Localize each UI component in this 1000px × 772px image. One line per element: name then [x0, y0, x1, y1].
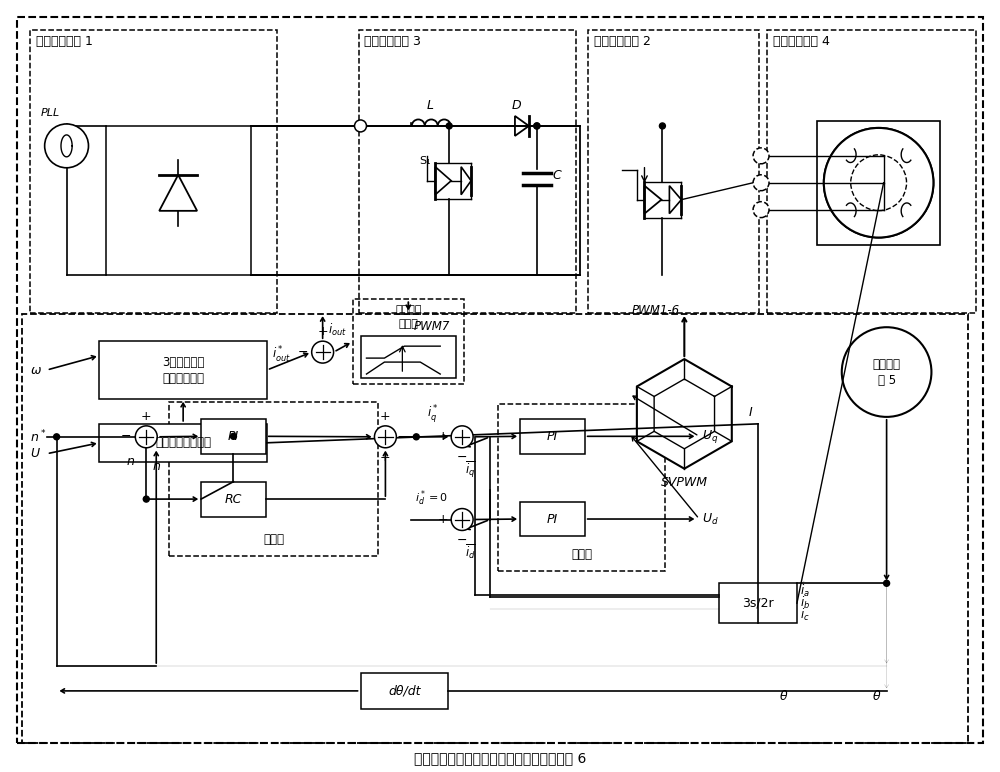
Text: $\theta$: $\theta$: [779, 689, 788, 703]
Polygon shape: [817, 121, 940, 245]
Polygon shape: [99, 424, 267, 462]
Text: $i_q^*$: $i_q^*$: [427, 403, 439, 425]
Circle shape: [753, 174, 769, 191]
Text: $I$: $I$: [748, 406, 753, 419]
Circle shape: [753, 201, 769, 218]
Text: SVPWM: SVPWM: [661, 476, 708, 489]
Text: $i_b$: $i_b$: [800, 595, 810, 611]
Polygon shape: [361, 673, 448, 709]
Text: 谐波注入电路 3: 谐波注入电路 3: [364, 36, 421, 49]
Text: $U_q$: $U_q$: [702, 428, 719, 445]
Circle shape: [451, 426, 473, 448]
Text: 电流环: 电流环: [571, 548, 592, 561]
Text: −: −: [457, 533, 467, 547]
Polygon shape: [520, 502, 585, 537]
Text: 无电解电容电机驱动系统的永磁电机控制器 6: 无电解电容电机驱动系统的永磁电机控制器 6: [414, 752, 586, 766]
Text: PWM7: PWM7: [413, 320, 450, 334]
Text: $\theta$: $\theta$: [872, 689, 882, 703]
Text: 光电编码: 光电编码: [873, 357, 901, 371]
Text: S₁: S₁: [420, 156, 431, 166]
Text: $\overline{i_d}$: $\overline{i_d}$: [465, 543, 476, 561]
Text: $U_d$: $U_d$: [702, 512, 719, 527]
Text: 电流滞环: 电流滞环: [395, 305, 422, 315]
Text: $n^*$: $n^*$: [30, 428, 46, 445]
Text: +: +: [438, 513, 448, 526]
Text: PLL: PLL: [41, 108, 60, 118]
Text: $U$: $U$: [30, 447, 41, 460]
Circle shape: [451, 509, 473, 530]
Text: $\overline{i_q}$: $\overline{i_q}$: [465, 460, 476, 480]
Text: PI: PI: [228, 430, 239, 443]
Text: $n$: $n$: [152, 460, 161, 472]
Circle shape: [135, 426, 157, 448]
Text: 三相逆变电路 2: 三相逆变电路 2: [594, 36, 651, 49]
Text: −: −: [457, 451, 467, 464]
Text: +: +: [141, 410, 152, 423]
Circle shape: [753, 148, 769, 164]
Text: 3s/2r: 3s/2r: [742, 597, 774, 610]
Text: L: L: [427, 99, 434, 112]
Text: −: −: [298, 346, 309, 359]
Circle shape: [54, 434, 60, 440]
Circle shape: [534, 123, 540, 129]
Text: PI: PI: [547, 513, 558, 526]
Text: −: −: [121, 430, 131, 443]
Circle shape: [446, 123, 452, 129]
Text: $i_{out}$: $i_{out}$: [328, 322, 347, 338]
Text: PWM1-6: PWM1-6: [631, 304, 679, 317]
Text: +: +: [438, 430, 448, 443]
Text: 功率守恒算法模块: 功率守恒算法模块: [155, 436, 211, 449]
Circle shape: [842, 327, 931, 417]
Circle shape: [824, 128, 933, 238]
Polygon shape: [520, 419, 585, 454]
Text: 永磁同步电机 4: 永磁同步电机 4: [773, 36, 830, 49]
Text: PI: PI: [547, 430, 558, 443]
Circle shape: [355, 120, 366, 132]
Circle shape: [413, 434, 419, 440]
Text: $i_a$: $i_a$: [800, 583, 810, 599]
Text: +: +: [317, 325, 328, 338]
Text: +: +: [380, 410, 391, 423]
Circle shape: [230, 433, 236, 439]
Circle shape: [45, 124, 88, 168]
Circle shape: [312, 341, 334, 363]
Text: $i_{out}^*$: $i_{out}^*$: [272, 345, 291, 365]
Text: 单相整流电路 1: 单相整流电路 1: [36, 36, 93, 49]
Text: dθ/dt: dθ/dt: [388, 685, 421, 697]
Text: +: +: [380, 451, 391, 464]
Polygon shape: [719, 584, 797, 623]
Polygon shape: [361, 336, 456, 378]
Text: C: C: [553, 169, 562, 182]
Text: 盘 5: 盘 5: [878, 374, 896, 387]
Text: $i_c$: $i_c$: [800, 607, 810, 623]
Polygon shape: [106, 126, 251, 276]
Polygon shape: [99, 341, 267, 399]
Text: 注入算法模块: 注入算法模块: [162, 371, 204, 384]
Text: RC: RC: [225, 493, 242, 506]
Circle shape: [534, 123, 540, 129]
Polygon shape: [637, 359, 732, 469]
Text: 转速环: 转速环: [263, 533, 284, 547]
Circle shape: [824, 128, 933, 238]
Text: D: D: [512, 99, 522, 112]
Polygon shape: [201, 482, 266, 516]
Circle shape: [884, 581, 890, 586]
Text: 比较器: 比较器: [398, 320, 418, 329]
Text: 3次电流谐波: 3次电流谐波: [162, 356, 204, 368]
Text: $i_d^*=0$: $i_d^*=0$: [415, 488, 448, 507]
Text: $\omega$: $\omega$: [30, 364, 42, 377]
Circle shape: [143, 496, 149, 502]
Circle shape: [659, 123, 665, 129]
Polygon shape: [201, 419, 266, 454]
Circle shape: [374, 426, 396, 448]
Text: $n$: $n$: [126, 455, 135, 468]
